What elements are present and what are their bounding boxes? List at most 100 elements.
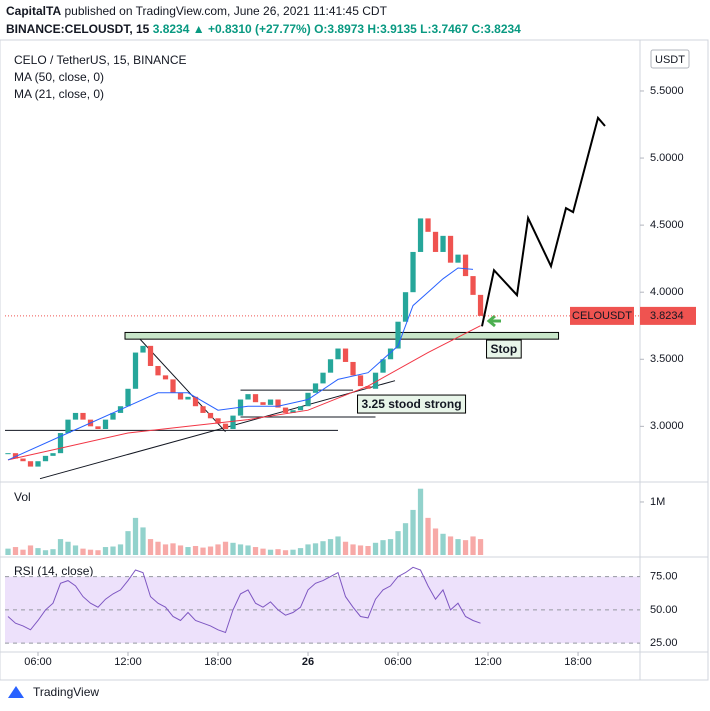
volume-bar <box>477 539 484 555</box>
volume-bar <box>102 547 109 555</box>
volume-bar <box>350 544 356 555</box>
volume-bar <box>192 545 199 555</box>
candle <box>282 407 289 413</box>
candle <box>27 461 34 467</box>
frame <box>0 39 709 681</box>
candle <box>20 458 26 462</box>
candle <box>327 359 334 373</box>
volume-bar <box>297 548 304 555</box>
change: ▲ +0.8310 (+27.77%) <box>193 22 311 36</box>
x-tick-label: 06:00 <box>24 656 52 668</box>
annotation: Stop <box>491 342 518 356</box>
y-tick-label: 1M <box>650 496 665 508</box>
candle <box>177 392 184 400</box>
y-tick-label: 3.0000 <box>650 420 684 432</box>
published-text: published on TradingView.com, June 26, 2… <box>64 4 387 18</box>
candle <box>297 406 304 411</box>
volume-bar <box>42 550 49 555</box>
y-tick-label: 4.0000 <box>650 286 684 298</box>
x-tick-label: 18:00 <box>564 656 592 668</box>
volume-bar <box>117 544 124 555</box>
candle <box>320 372 326 384</box>
ma-line <box>7 325 481 461</box>
volume-bar <box>57 539 64 555</box>
volume-bar <box>222 541 229 555</box>
candle <box>132 352 139 389</box>
volume-bar <box>267 549 274 555</box>
volume-bar <box>365 545 371 555</box>
volume-bar <box>260 548 266 555</box>
candle <box>42 455 49 462</box>
volume-bar <box>387 539 394 555</box>
volume-bar <box>372 542 379 555</box>
volume-bar <box>275 549 281 555</box>
candle <box>417 218 424 252</box>
last-name-box <box>570 306 634 325</box>
candle <box>215 418 221 424</box>
candle <box>342 348 349 362</box>
volume-bar <box>417 488 424 555</box>
x-tick-label: 12:00 <box>474 656 502 668</box>
candle <box>267 399 274 405</box>
candle <box>80 412 86 420</box>
volume-bar <box>245 545 251 555</box>
volume-bar <box>305 544 311 555</box>
volume-bar <box>110 546 116 555</box>
symbol-line: BINANCE:CELOUSDT, 15 3.8234 ▲ +0.8310 (+… <box>6 22 521 36</box>
x-tick-label: 26 <box>302 656 314 668</box>
rsi-line <box>7 566 481 634</box>
candle <box>5 453 11 455</box>
volume-bar <box>140 527 146 555</box>
volume-bar <box>470 536 476 555</box>
candle <box>245 394 251 400</box>
volume-bar <box>215 544 221 555</box>
candle <box>455 254 461 263</box>
candle <box>252 394 259 403</box>
volume-bar <box>200 547 206 555</box>
currency: USDT <box>655 54 685 66</box>
candle <box>470 276 476 295</box>
header-line: CapitalTA published on TradingView.com, … <box>6 4 388 18</box>
volume-bar <box>147 539 154 555</box>
candle <box>260 402 266 405</box>
candle <box>230 415 236 430</box>
candle <box>372 372 379 389</box>
volume-bar <box>440 533 446 555</box>
volume-bar <box>50 549 56 555</box>
x-tick-label: 06:00 <box>384 656 412 668</box>
volume-bar <box>237 544 244 555</box>
ohlc: O:3.8973 H:3.9135 L:3.7467 C:3.8234 <box>314 22 521 36</box>
candle <box>222 423 229 430</box>
candle <box>185 396 191 400</box>
y-tick-label: 5.0000 <box>650 152 684 164</box>
last-price: 3.8234 <box>650 310 684 322</box>
green-arrow <box>486 314 501 328</box>
volume-bar <box>155 541 161 555</box>
candle <box>65 419 71 434</box>
volume-bar <box>327 539 334 555</box>
annotation: 3.25 stood strong <box>362 397 462 411</box>
candle <box>290 410 296 413</box>
currency-box[interactable] <box>650 49 690 69</box>
candle <box>410 251 416 293</box>
y-tick-label: 4.5000 <box>650 219 684 231</box>
candle <box>95 426 101 430</box>
volume-bar <box>455 539 461 555</box>
volume-bar <box>95 550 101 555</box>
annotation-box <box>486 339 522 359</box>
candle <box>50 453 56 456</box>
volume-bar <box>72 545 79 555</box>
volume-bar <box>80 548 86 555</box>
volume-bar <box>207 546 214 555</box>
volume-bar <box>425 517 431 555</box>
candle <box>432 231 439 252</box>
last: 3.8234 <box>153 22 190 36</box>
volume-bar <box>185 547 191 555</box>
volume-bar <box>87 549 94 555</box>
footer: TradingView <box>8 685 99 699</box>
candle <box>162 375 169 380</box>
volume-bar <box>170 543 176 555</box>
volume-bar <box>402 523 409 555</box>
candle <box>477 294 484 316</box>
candle <box>312 383 319 393</box>
